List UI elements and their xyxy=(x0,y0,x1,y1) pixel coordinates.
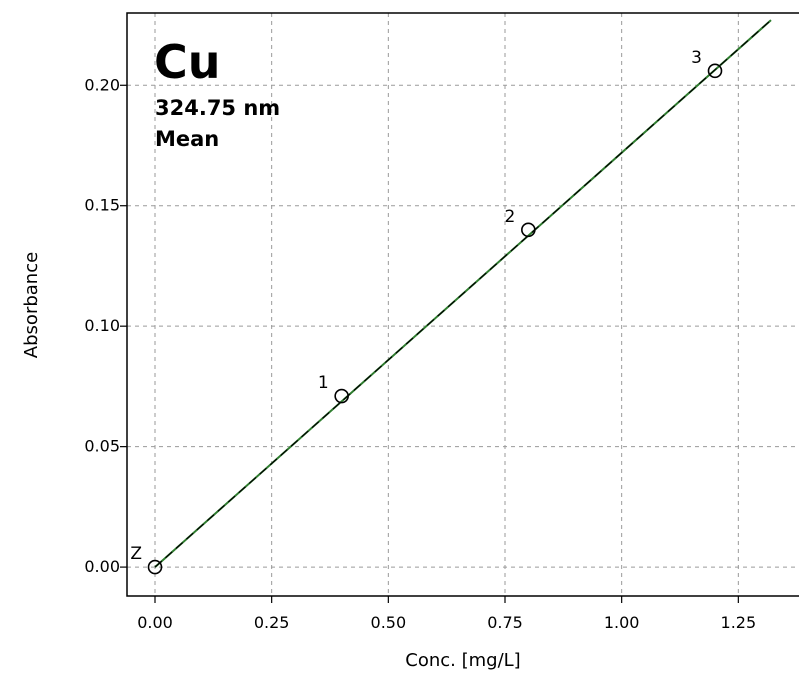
mode-label: Mean xyxy=(155,127,219,151)
y-axis-title: Absorbance xyxy=(21,252,42,358)
data-point-2 xyxy=(521,222,536,238)
y-tick-label: 0.20 xyxy=(84,75,120,94)
wavelength-label: 324.75 nm xyxy=(155,96,280,120)
point-label: 3 xyxy=(691,48,702,68)
point-label: 2 xyxy=(505,207,516,227)
plot-frame xyxy=(126,12,799,597)
data-point-z xyxy=(147,559,163,575)
data-points: Z 1 2 3 xyxy=(130,48,723,575)
fit-line-dash xyxy=(154,19,772,568)
x-axis-ticks: 0.00 0.25 0.50 0.75 1.00 1.25 xyxy=(137,596,756,632)
x-tick-label: 0.75 xyxy=(487,613,523,632)
x-axis-title: Conc. [mg/L] xyxy=(405,650,520,671)
y-tick-label: 0.15 xyxy=(84,196,120,215)
x-tick-label: 0.25 xyxy=(254,613,290,632)
y-axis-ticks: 0.00 0.05 0.10 0.15 0.20 xyxy=(84,75,127,576)
element-label: Cu xyxy=(154,35,221,89)
fit-line-group xyxy=(154,19,772,568)
y-tick-label: 0.05 xyxy=(84,437,120,456)
x-tick-label: 1.25 xyxy=(721,613,757,632)
grid-lines xyxy=(127,13,799,596)
data-point-1 xyxy=(334,388,349,404)
x-tick-label: 1.00 xyxy=(604,613,640,632)
y-tick-label: 0.00 xyxy=(84,557,120,576)
data-point-3 xyxy=(707,63,723,79)
x-tick-label: 0.50 xyxy=(371,613,407,632)
point-label: Z xyxy=(130,544,142,564)
x-tick-label: 0.00 xyxy=(137,613,173,632)
y-tick-label: 0.10 xyxy=(84,316,120,335)
point-label: 1 xyxy=(318,373,329,393)
